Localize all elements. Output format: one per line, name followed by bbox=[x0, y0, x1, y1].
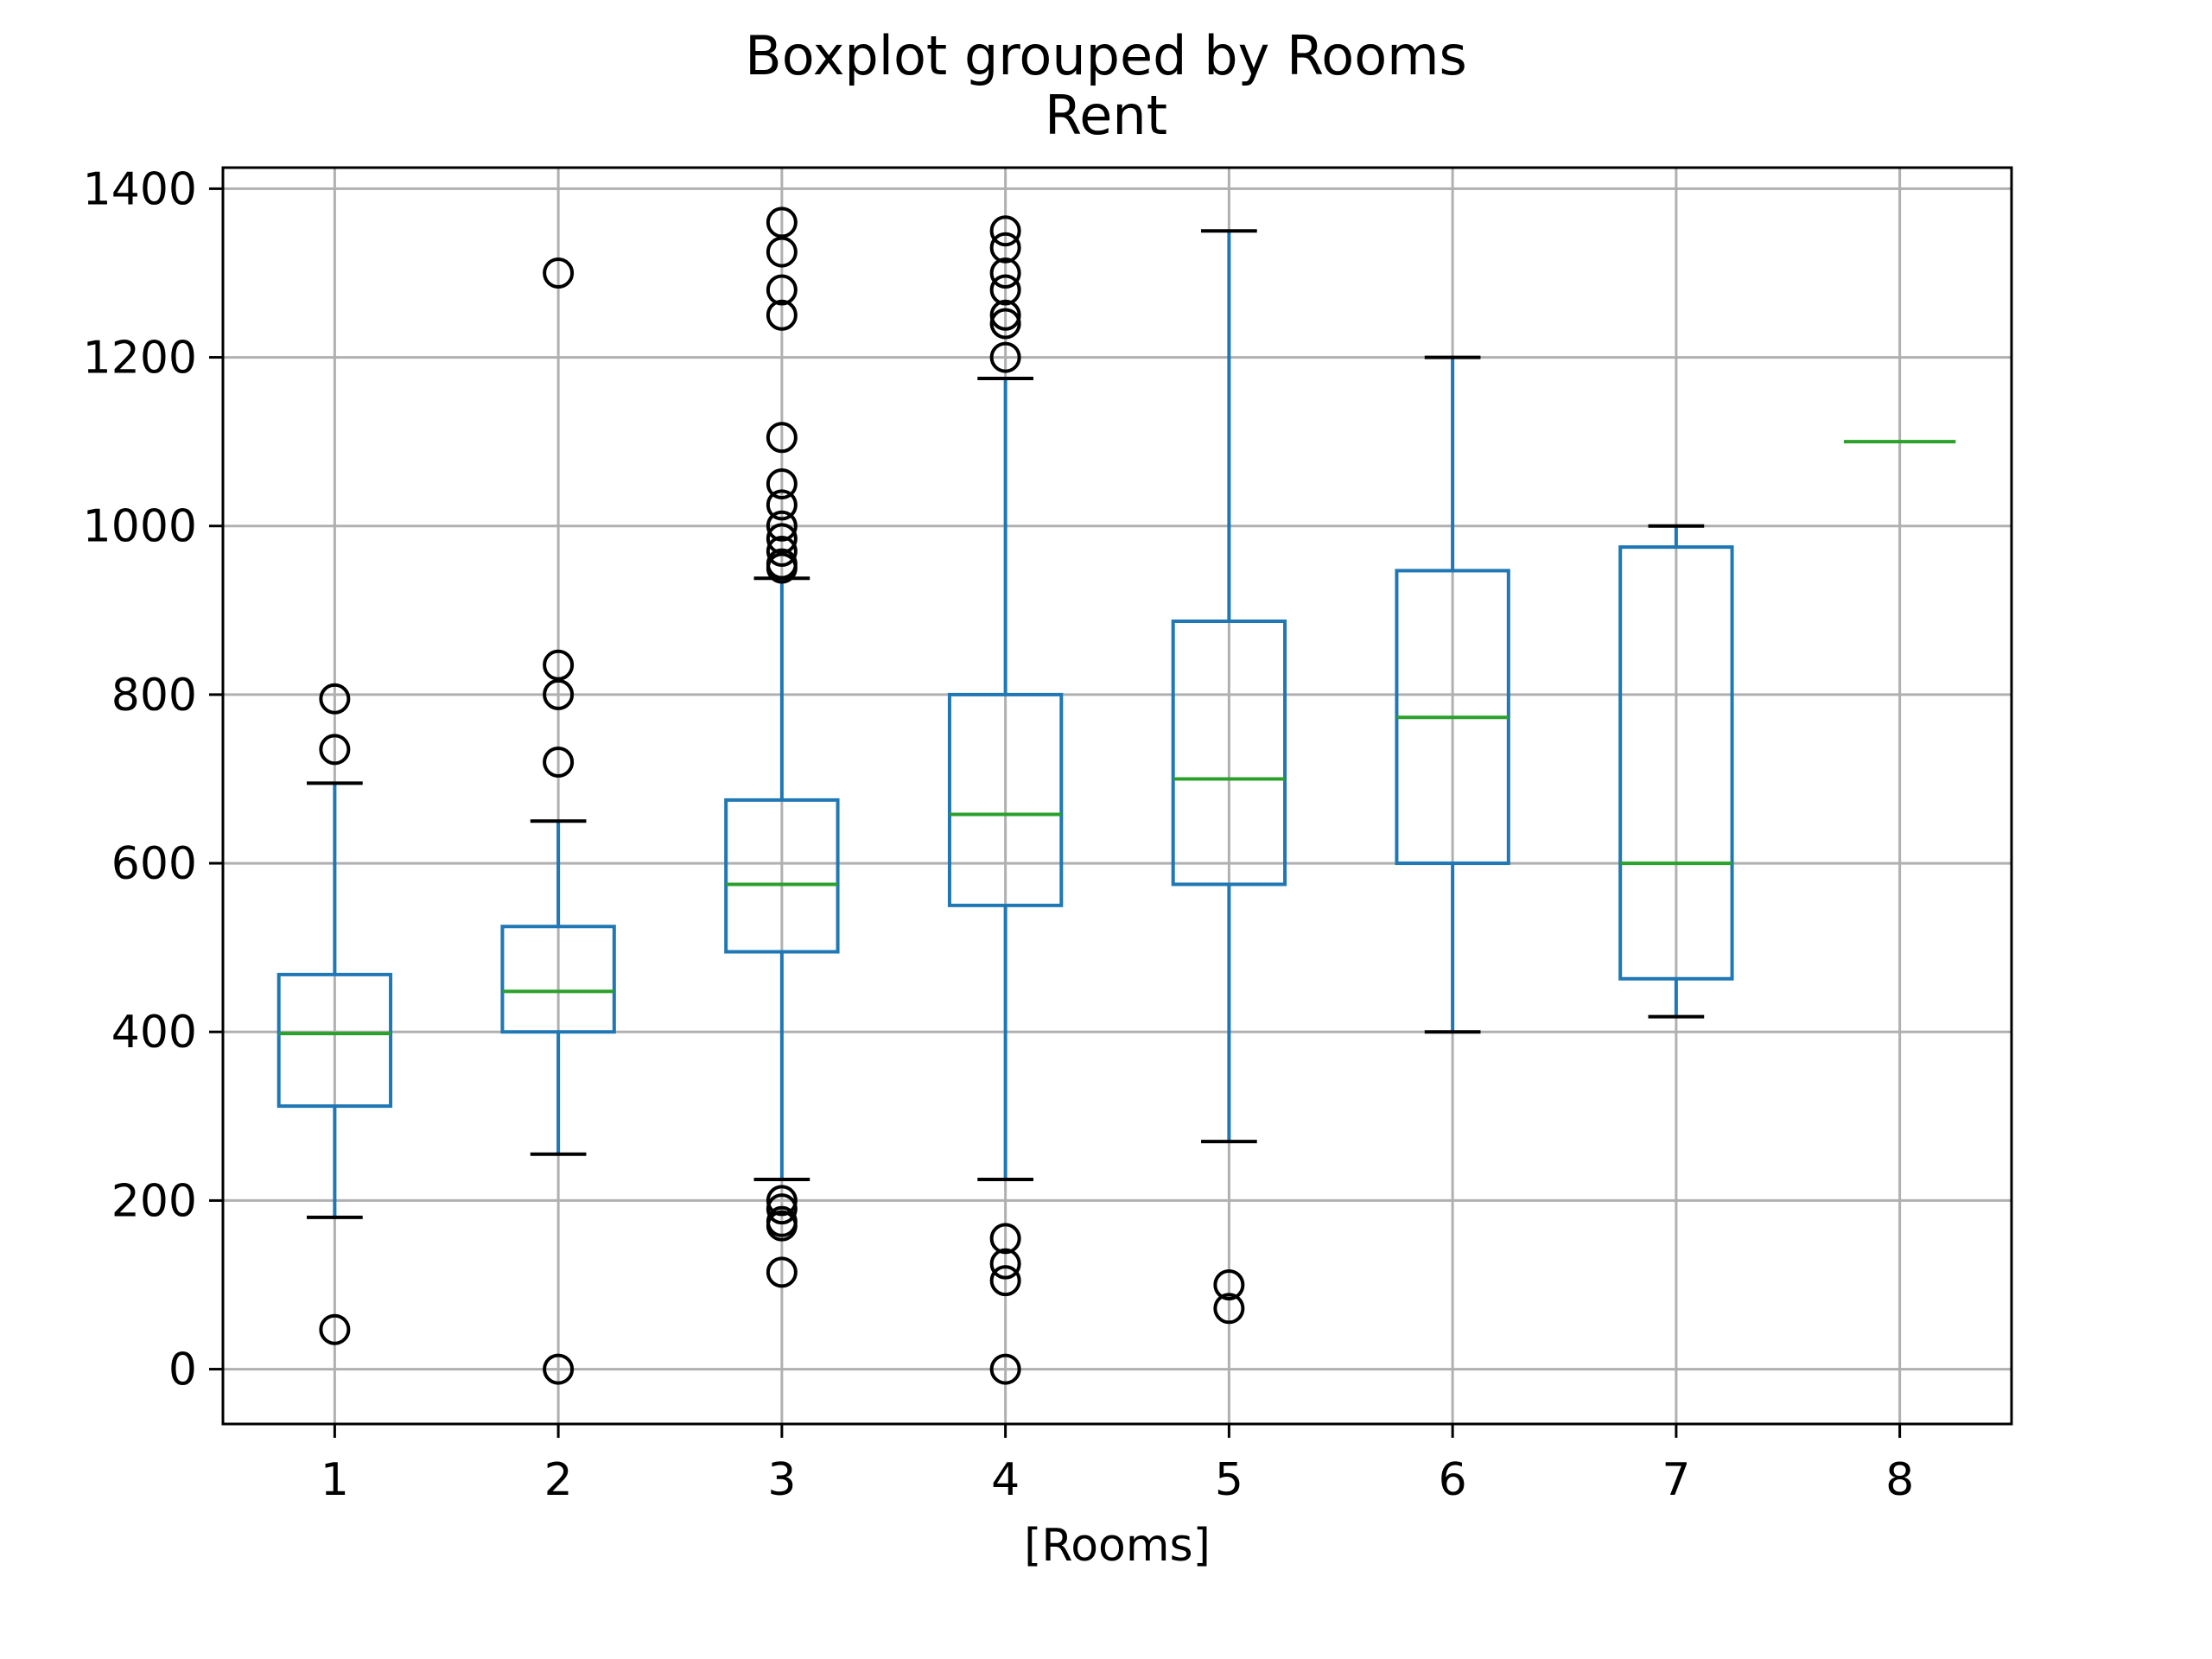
outlier-point bbox=[766, 207, 798, 238]
x-tick-label: 6 bbox=[1439, 1454, 1467, 1506]
x-tick-label: 5 bbox=[1215, 1454, 1243, 1506]
outlier-point bbox=[766, 274, 798, 306]
outlier-point bbox=[766, 299, 798, 331]
outlier-point bbox=[766, 422, 798, 454]
x-axis-label: [Rooms] bbox=[1024, 1520, 1211, 1572]
outlier-point bbox=[989, 232, 1021, 264]
box bbox=[276, 972, 393, 1109]
box bbox=[1171, 620, 1287, 887]
outlier-point bbox=[989, 1248, 1021, 1280]
outlier-point bbox=[766, 510, 798, 542]
y-tick-label: 200 bbox=[111, 1175, 197, 1227]
boxes-layer bbox=[276, 229, 1956, 1219]
outlier-point bbox=[766, 467, 798, 499]
y-tick-label: 800 bbox=[111, 670, 197, 721]
outlier-point bbox=[543, 257, 575, 289]
x-tick-label: 3 bbox=[767, 1454, 796, 1506]
x-axis: 1 2 3 4 5 6 7 8 bbox=[321, 1424, 1914, 1506]
outlier-point bbox=[766, 552, 798, 584]
fliers-layer bbox=[319, 207, 1245, 1385]
outlier-point bbox=[766, 236, 798, 268]
outlier-point bbox=[989, 274, 1021, 306]
x-tick-label: 1 bbox=[321, 1454, 349, 1506]
chart-title: Boxplot grouped by Rooms bbox=[745, 24, 1467, 87]
outlier-point bbox=[1213, 1268, 1245, 1300]
grid-layer bbox=[223, 168, 2012, 1424]
outlier-point bbox=[319, 734, 351, 766]
y-tick-label: 400 bbox=[111, 1007, 197, 1058]
outlier-point bbox=[766, 1256, 798, 1288]
outlier-point bbox=[319, 1313, 351, 1345]
x-tick-label: 7 bbox=[1662, 1454, 1690, 1506]
box bbox=[724, 798, 840, 954]
outlier-point bbox=[989, 308, 1021, 340]
outlier-point bbox=[766, 1185, 798, 1217]
chart-subtitle: Rent bbox=[1045, 84, 1167, 147]
outlier-point bbox=[989, 299, 1021, 331]
outlier-point bbox=[543, 649, 575, 681]
y-axis: 0 200 400 600 800 1000 1200 1400 bbox=[83, 163, 223, 1396]
outlier-point bbox=[766, 489, 798, 521]
outlier-point bbox=[989, 341, 1021, 373]
outlier-point bbox=[989, 215, 1021, 247]
plot-frame bbox=[221, 166, 2013, 1426]
x-tick-label: 8 bbox=[1885, 1454, 1914, 1506]
outlier-point bbox=[543, 1353, 575, 1385]
outlier-point bbox=[1213, 1293, 1245, 1325]
box bbox=[1618, 545, 1734, 981]
outlier-point bbox=[319, 683, 351, 715]
y-tick-label: 1400 bbox=[83, 163, 197, 215]
y-tick-label: 1200 bbox=[83, 333, 197, 385]
outlier-point bbox=[766, 1193, 798, 1225]
outlier-point bbox=[543, 746, 575, 778]
outlier-point bbox=[543, 678, 575, 710]
outlier-point bbox=[766, 536, 798, 568]
y-tick-label: 0 bbox=[168, 1344, 197, 1396]
outlier-point bbox=[989, 1223, 1021, 1255]
x-tick-label: 4 bbox=[991, 1454, 1020, 1506]
y-tick-label: 1000 bbox=[83, 501, 197, 553]
x-tick-label: 2 bbox=[544, 1454, 573, 1506]
box bbox=[947, 692, 1064, 907]
outlier-point bbox=[989, 257, 1021, 289]
box bbox=[500, 925, 616, 1034]
outlier-point bbox=[766, 523, 798, 555]
outlier-point bbox=[766, 1210, 798, 1242]
outlier-point bbox=[989, 1353, 1021, 1385]
outlier-point bbox=[989, 1265, 1021, 1297]
y-tick-label: 600 bbox=[111, 838, 197, 890]
